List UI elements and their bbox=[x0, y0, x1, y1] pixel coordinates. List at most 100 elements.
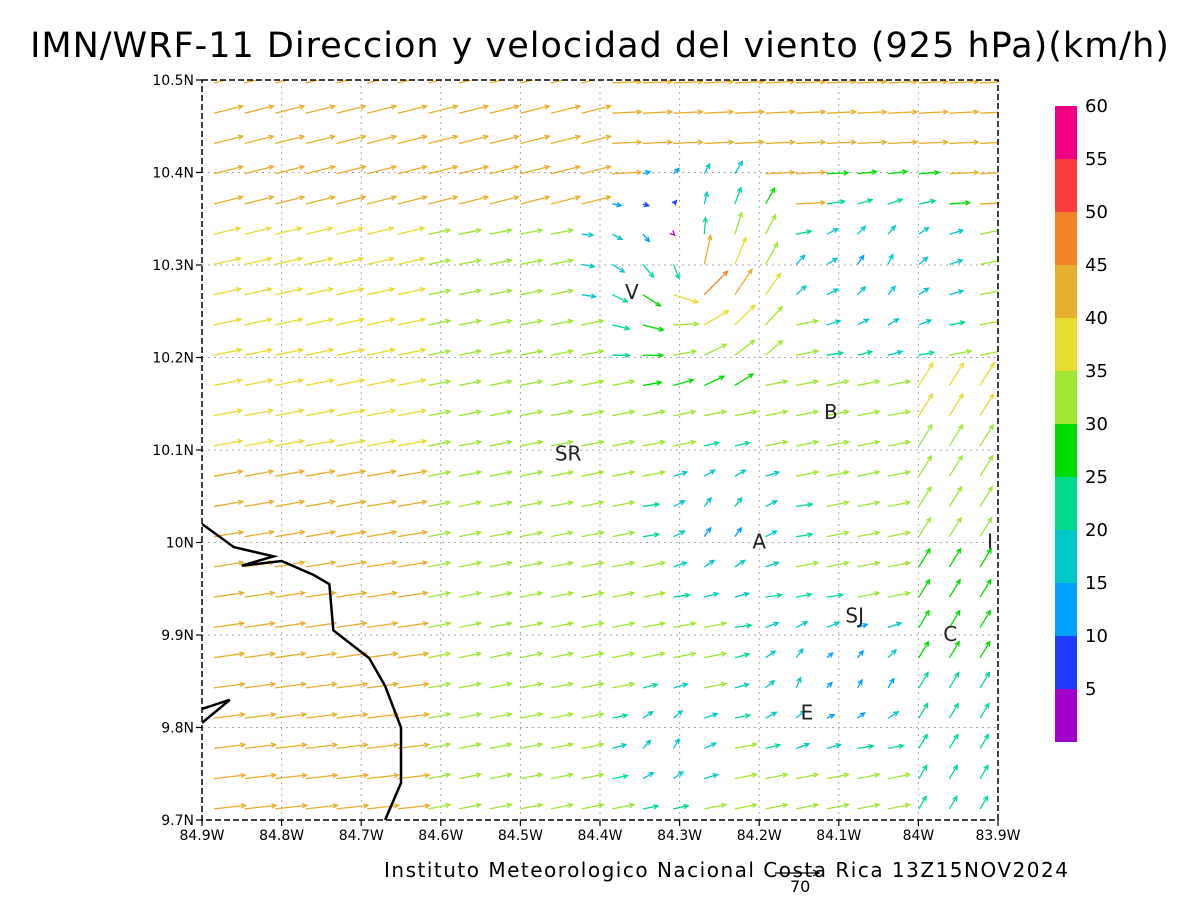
wind-vector-head bbox=[827, 681, 833, 688]
wind-vector-head bbox=[598, 621, 605, 627]
wind-vector bbox=[948, 703, 959, 719]
wind-vector-head bbox=[942, 109, 950, 115]
wind-vector-head bbox=[751, 772, 758, 778]
legend-label: 40 bbox=[1085, 308, 1108, 329]
wind-vector-head bbox=[666, 109, 674, 115]
wind-vector-head bbox=[513, 134, 521, 140]
wind-vector-head bbox=[720, 681, 728, 688]
wind-vector bbox=[367, 774, 399, 780]
wind-vector-head bbox=[237, 469, 244, 475]
wind-vector bbox=[336, 135, 366, 145]
wind-vector bbox=[550, 471, 573, 477]
wind-vector-head bbox=[329, 529, 337, 536]
wind-vector bbox=[979, 260, 998, 266]
wind-vector bbox=[275, 804, 307, 810]
wind-vector-head bbox=[897, 198, 904, 204]
wind-vector-head bbox=[536, 348, 544, 355]
station-label-v: V bbox=[625, 280, 639, 304]
wind-vector-head bbox=[712, 712, 719, 718]
wind-vector bbox=[796, 533, 813, 538]
wind-vector-head bbox=[237, 499, 245, 505]
wind-vector bbox=[704, 80, 734, 84]
wind-vector bbox=[796, 111, 826, 114]
wind-vector-head bbox=[820, 109, 827, 115]
wind-vector bbox=[397, 804, 430, 810]
wind-vector-head bbox=[775, 272, 782, 279]
wind-vector bbox=[275, 622, 306, 629]
wind-vector bbox=[581, 319, 604, 326]
wind-vector-head bbox=[904, 469, 912, 476]
wind-vector-head bbox=[904, 500, 912, 506]
wind-vector-head bbox=[648, 771, 655, 778]
wind-vector bbox=[949, 350, 972, 356]
wind-vector-head bbox=[445, 590, 452, 597]
wind-vector-head bbox=[567, 379, 575, 385]
wind-vector bbox=[949, 259, 963, 266]
wind-vector-head bbox=[235, 226, 242, 232]
wind-vector-head bbox=[536, 288, 544, 294]
wind-vector-head bbox=[391, 590, 399, 597]
wind-vector bbox=[642, 683, 658, 689]
wind-vectors bbox=[213, 75, 998, 810]
wind-vector-head bbox=[506, 288, 513, 294]
wind-vector bbox=[673, 738, 680, 749]
wind-vector-head bbox=[812, 439, 820, 446]
wind-vector bbox=[213, 288, 241, 296]
wind-vector-head bbox=[360, 164, 367, 171]
wind-vector-head bbox=[421, 438, 428, 445]
wind-vector-head bbox=[904, 560, 912, 567]
wind-vector-head bbox=[628, 560, 636, 567]
wind-vector-head bbox=[720, 651, 728, 657]
wind-vector bbox=[428, 743, 451, 750]
wind-vector bbox=[918, 703, 929, 719]
wind-vector-head bbox=[240, 742, 247, 748]
wind-vector-head bbox=[801, 620, 809, 627]
wind-vector-head bbox=[744, 713, 752, 719]
wind-vector bbox=[275, 713, 307, 719]
wind-vector bbox=[795, 743, 810, 750]
wind-vector bbox=[734, 410, 757, 417]
wind-vector bbox=[397, 561, 428, 568]
wind-vector bbox=[642, 111, 672, 114]
wind-vector bbox=[550, 135, 581, 145]
wind-vector bbox=[673, 530, 685, 538]
wind-vector-head bbox=[567, 318, 575, 325]
x-tick-label: 84.3W bbox=[657, 828, 702, 844]
wind-vector bbox=[826, 803, 849, 810]
wind-vector bbox=[796, 803, 818, 810]
wind-vector bbox=[796, 141, 826, 145]
wind-vector bbox=[765, 773, 788, 780]
wind-vector bbox=[765, 561, 779, 568]
wind-vector bbox=[979, 796, 989, 810]
wind-vector-head bbox=[636, 139, 643, 145]
wind-vector-head bbox=[329, 164, 337, 171]
wind-vector bbox=[948, 517, 962, 538]
wind-vector bbox=[888, 592, 910, 598]
wind-vector-head bbox=[598, 651, 605, 657]
x-tick-label: 84W bbox=[903, 828, 935, 844]
wind-vector bbox=[673, 622, 696, 629]
wind-vector-head bbox=[421, 529, 429, 536]
wind-vector bbox=[428, 410, 451, 417]
wind-vector-head bbox=[598, 530, 605, 536]
wind-vector-head bbox=[506, 379, 513, 385]
wind-vector bbox=[734, 653, 750, 659]
wind-vector bbox=[489, 196, 519, 205]
wind-vector-head bbox=[330, 75, 335, 79]
wind-vector bbox=[581, 80, 597, 84]
wind-vector-head bbox=[862, 622, 869, 629]
wind-vector-head bbox=[812, 560, 820, 567]
wind-vector bbox=[703, 527, 712, 538]
wind-vector-head bbox=[475, 742, 483, 748]
wind-vector-head bbox=[988, 454, 994, 461]
wind-vector-head bbox=[598, 742, 605, 748]
wind-vector-head bbox=[390, 104, 398, 110]
wind-vector bbox=[642, 772, 654, 780]
wind-vector-head bbox=[475, 681, 483, 688]
wind-vector-head bbox=[506, 742, 513, 748]
wind-vector bbox=[213, 683, 245, 689]
legend-swatch bbox=[1055, 689, 1077, 742]
wind-vector-head bbox=[390, 134, 398, 140]
wind-vector-head bbox=[567, 772, 575, 778]
wind-vector-head bbox=[843, 379, 850, 385]
